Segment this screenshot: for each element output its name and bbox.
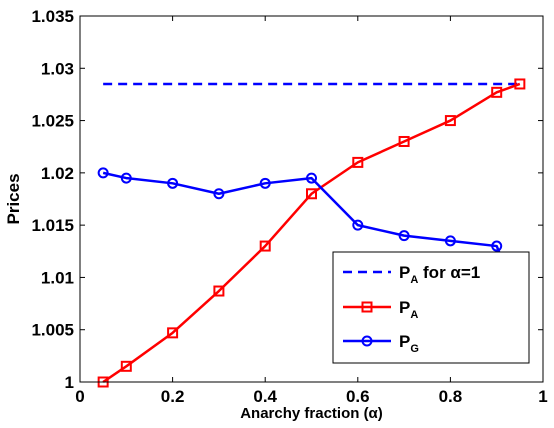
y-tick-label: 1.01 <box>41 268 74 287</box>
data-point-circle <box>167 177 179 189</box>
legend-label-main: P <box>399 332 410 351</box>
data-point-circle <box>259 177 271 189</box>
y-tick-label: 1.025 <box>31 112 74 131</box>
legend-label-subscript: A <box>410 274 418 286</box>
data-point-circle <box>97 167 109 179</box>
axes: 0 0.2 0.4 0.6 0.8 1 1 1.005 1.01 1.015 1.02 1.025 1.… <box>31 7 547 406</box>
data-point-square <box>491 86 503 98</box>
x-axis-title: Anarchy fraction (α) <box>240 405 383 422</box>
y-tick-label: 1.035 <box>31 7 74 26</box>
y-tick-label: 1.03 <box>41 59 74 78</box>
data-point-circle <box>120 172 132 184</box>
series-line <box>102 82 521 384</box>
data-point-square <box>306 188 317 200</box>
x-tick-label: 0.6 <box>346 387 370 406</box>
y-tick-label: 1 <box>65 373 74 392</box>
data-point-circle <box>352 219 364 231</box>
data-point-square <box>213 285 225 297</box>
legend-label-main: P <box>399 263 410 282</box>
data-point-circle <box>213 188 225 200</box>
legend-label: PA <box>399 298 418 321</box>
y-axis-title: Prices <box>4 173 23 224</box>
y-tick-label: 1.005 <box>31 321 74 340</box>
data-point-square <box>352 156 364 168</box>
legend-label-subscript: A <box>410 309 418 321</box>
series-1 <box>97 78 526 388</box>
x-tick-label: 0.8 <box>439 387 463 406</box>
data-point-circle <box>444 235 456 247</box>
x-tick-label: 0.2 <box>161 387 185 406</box>
plot-area <box>97 78 526 388</box>
data-point-circle <box>306 172 317 184</box>
x-tick-label: 0 <box>75 387 84 406</box>
data-point-circle <box>361 335 373 347</box>
data-point-square <box>398 135 410 147</box>
legend-label: PA for α=1 <box>399 263 480 286</box>
data-point-square <box>444 115 456 127</box>
data-point-circle <box>398 230 410 242</box>
y-tick-label: 1.02 <box>41 164 74 183</box>
y-tick-label: 1.015 <box>31 216 74 235</box>
data-point-square <box>259 240 271 252</box>
series-line <box>102 171 522 305</box>
x-tick-label: 1 <box>538 387 547 406</box>
x-tick-label: 0.4 <box>253 387 277 406</box>
data-point-circle <box>491 240 503 252</box>
data-point-square <box>514 78 526 90</box>
data-point-square <box>167 327 179 339</box>
legend-label: PG <box>399 332 419 355</box>
legend-label-subscript: G <box>410 343 419 355</box>
data-point-square <box>361 301 373 313</box>
plot-frame <box>79 15 544 383</box>
data-point-square <box>120 360 132 372</box>
legend-label-main: P <box>399 298 410 317</box>
legend-label-suffix: for α=1 <box>418 263 480 282</box>
